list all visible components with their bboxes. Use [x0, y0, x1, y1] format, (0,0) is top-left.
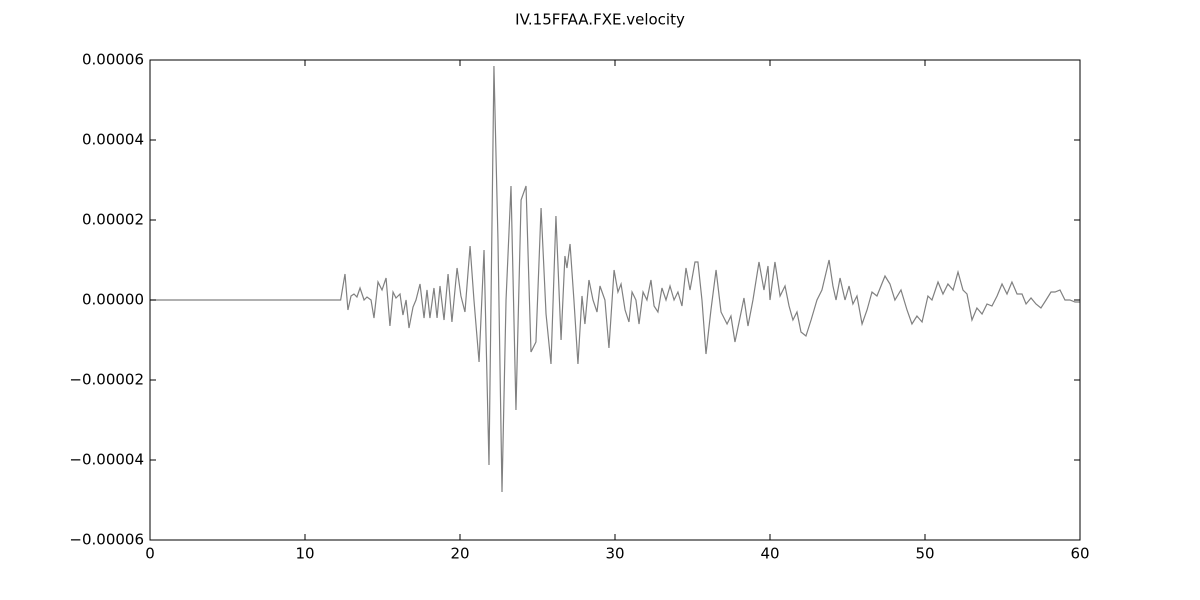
y-tick-label: 0.00004: [82, 131, 144, 149]
x-tick-label: 50: [915, 545, 934, 563]
x-tick-label: 40: [760, 545, 779, 563]
y-tick-label: 0.00000: [82, 291, 144, 309]
x-tick-label: 0: [145, 545, 155, 563]
y-tick-label: −0.00006: [69, 531, 144, 549]
x-tick-label: 30: [605, 545, 624, 563]
y-tick-label: −0.00002: [69, 371, 144, 389]
waveform-line: [150, 65, 1080, 493]
y-tick-label: −0.00004: [69, 451, 144, 469]
x-tick-label: 20: [450, 545, 469, 563]
x-tick-label: 60: [1070, 545, 1089, 563]
y-tick-label: 0.00006: [82, 51, 144, 69]
chart-title: IV.15FFAA.FXE.velocity: [515, 11, 685, 29]
x-tick-label: 10: [295, 545, 314, 563]
y-tick-label: 0.00002: [82, 211, 144, 229]
